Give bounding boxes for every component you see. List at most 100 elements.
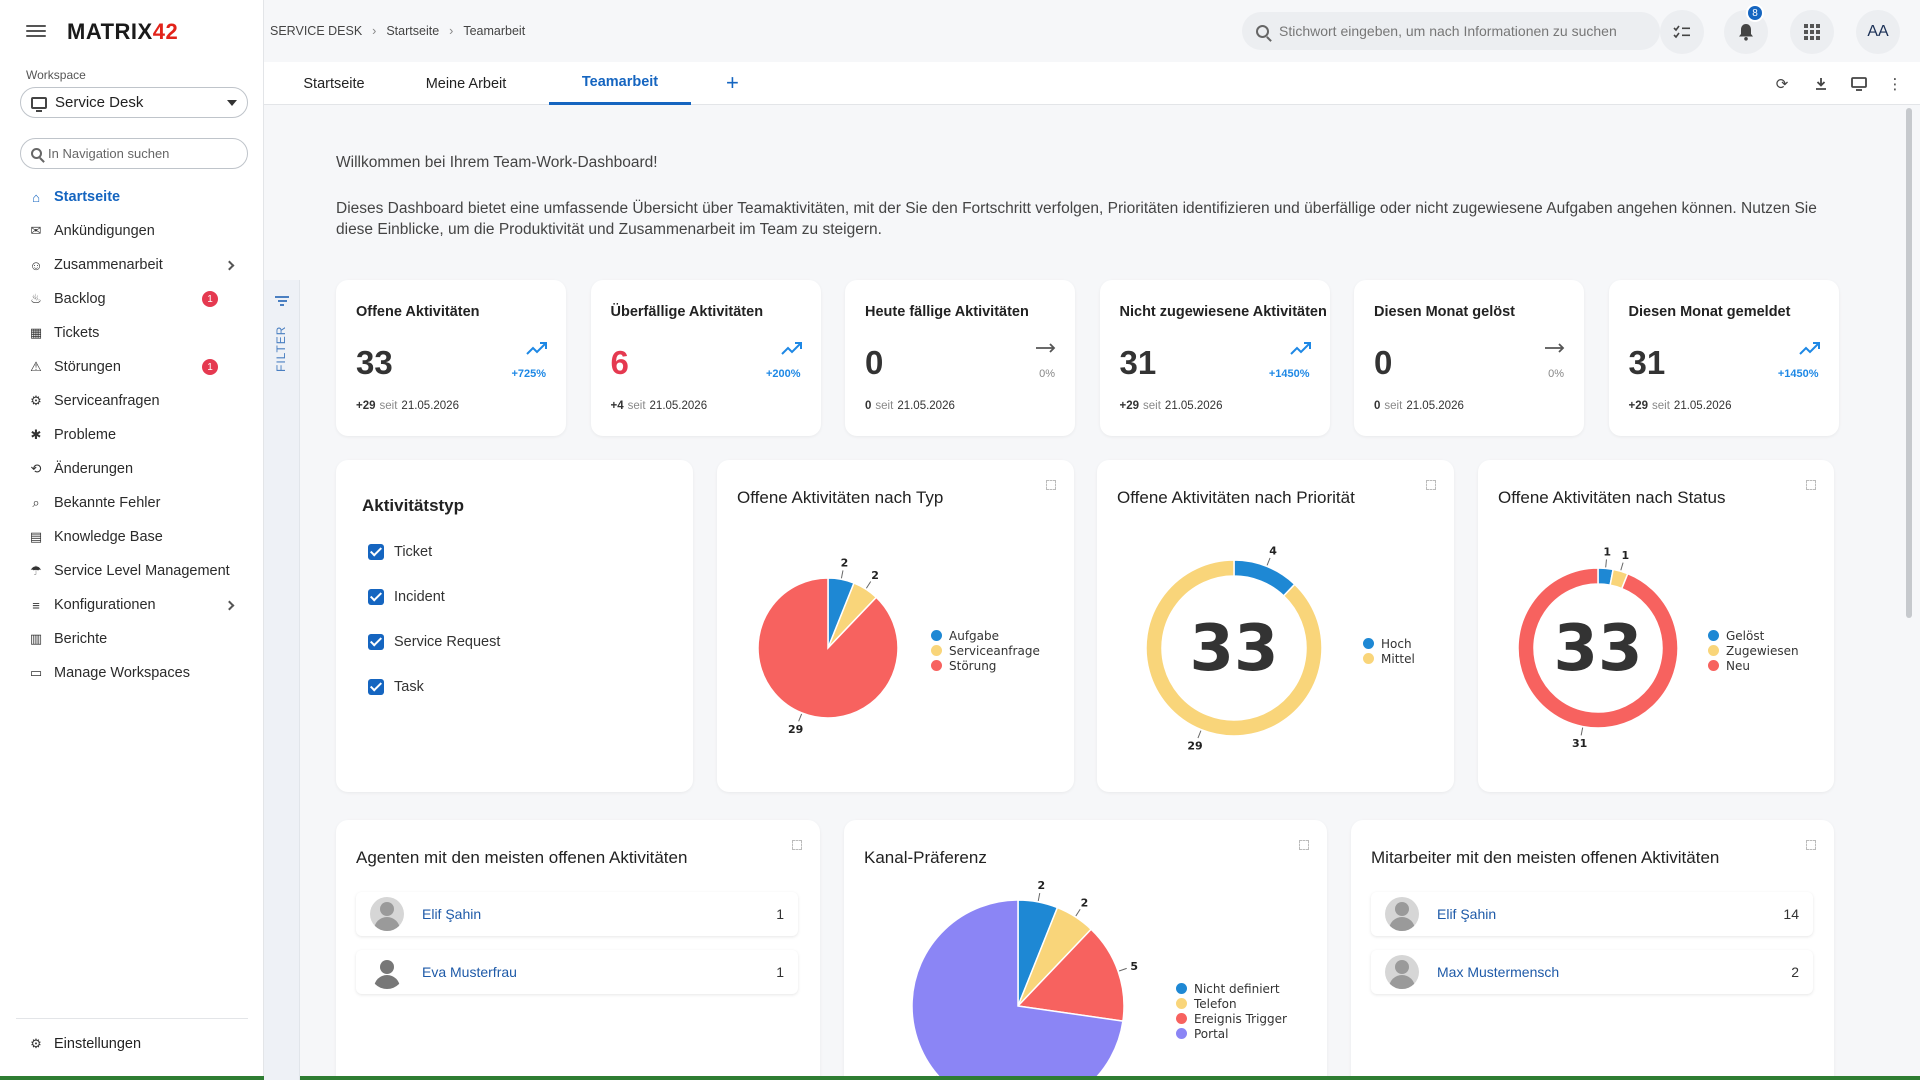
legend-entry[interactable]: Serviceanfrage bbox=[931, 643, 1040, 658]
breadcrumb-service-desk[interactable]: SERVICE DESK bbox=[270, 24, 363, 38]
person-name[interactable]: Max Mustermensch bbox=[1437, 964, 1560, 980]
legend-entry[interactable]: Neu bbox=[1708, 658, 1799, 673]
sidebar-item-probleme[interactable]: ✱ Probleme bbox=[0, 418, 264, 452]
legend-entry[interactable]: Zugewiesen bbox=[1708, 643, 1799, 658]
legend-entry[interactable]: Gelöst bbox=[1708, 628, 1799, 643]
refresh-icon[interactable]: ⟳ bbox=[1775, 76, 1789, 93]
legend-entry[interactable]: Störung bbox=[931, 658, 1040, 673]
legend-entry[interactable]: Aufgabe bbox=[931, 628, 1040, 643]
filter-option-label: Ticket bbox=[394, 544, 433, 560]
sidebar-item-serviceanfragen[interactable]: ⚙ Serviceanfragen bbox=[0, 384, 264, 418]
chart-slice-portal[interactable] bbox=[911, 899, 1124, 1076]
sidebar-item-ankündigungen[interactable]: ✉ Ankündigungen bbox=[0, 214, 264, 248]
list-item[interactable]: Elif Şahin 14 bbox=[1371, 892, 1813, 936]
filter-option-task[interactable]: Task bbox=[368, 679, 424, 695]
trend-up-icon bbox=[1289, 340, 1311, 356]
expand-icon[interactable] bbox=[1046, 480, 1056, 490]
sidebar-item-bekannte-fehler[interactable]: ⌕ Bekannte Fehler bbox=[0, 486, 264, 520]
sidebar-item-label: Störungen bbox=[54, 359, 121, 375]
chart-slice-störung[interactable] bbox=[757, 577, 899, 719]
nav-search-placeholder: In Navigation suchen bbox=[48, 146, 170, 161]
open-count: 14 bbox=[1783, 906, 1799, 922]
main-scrollbar[interactable] bbox=[1906, 108, 1912, 618]
sidebar-item-startseite[interactable]: ⌂ Startseite bbox=[0, 180, 264, 214]
tab-teamarbeit[interactable]: Teamarbeit bbox=[549, 62, 691, 105]
expand-icon[interactable] bbox=[1806, 840, 1816, 850]
list-item[interactable]: Eva Musterfrau 1 bbox=[356, 950, 798, 994]
chart-slice-ereignis-trigger[interactable] bbox=[1016, 928, 1125, 1022]
chart-slice-hoch[interactable] bbox=[1233, 559, 1296, 597]
data-label-leader-line bbox=[1075, 908, 1081, 917]
settings-button[interactable]: ⚙ Einstellungen bbox=[28, 1036, 141, 1052]
sidebar-item-zusammenarbeit[interactable]: ☺ Zusammenarbeit bbox=[0, 248, 264, 282]
more-vertical-icon[interactable]: ⋮ bbox=[1887, 76, 1903, 93]
donut-chart-by-priority: 4 29 33 bbox=[1145, 545, 1323, 752]
user-avatar[interactable]: AA bbox=[1856, 10, 1900, 54]
avatar bbox=[1385, 897, 1419, 931]
legend-label: Gelöst bbox=[1726, 628, 1765, 643]
kpi-footer: +4 seit 21.05.2026 bbox=[611, 400, 708, 412]
tasks-button[interactable] bbox=[1660, 10, 1704, 54]
notification-count-badge: 8 bbox=[1746, 4, 1764, 22]
breadcrumb-separator-icon: › bbox=[372, 24, 377, 38]
dashboard-main: Willkommen bei Ihrem Team-Work-Dashboard… bbox=[300, 106, 1910, 1076]
sidebar-item-tickets[interactable]: ▦ Tickets bbox=[0, 316, 264, 350]
hamburger-menu-icon[interactable] bbox=[26, 22, 46, 40]
filter-panel-toggle[interactable]: FILTER bbox=[264, 280, 300, 1080]
sidebar-item-konfigurationen[interactable]: ≡ Konfigurationen bbox=[0, 588, 264, 622]
trend-up-icon bbox=[526, 340, 547, 356]
kpi-delta: +4 bbox=[610, 400, 624, 412]
legend-entry[interactable]: Mittel bbox=[1363, 651, 1415, 666]
legend-entry[interactable]: Nicht definiert bbox=[1176, 981, 1287, 996]
filter-option-ticket[interactable]: Ticket bbox=[368, 544, 432, 560]
kpi-card[interactable]: Nicht zugewiesene Aktivitäten 31 +1450% +29… bbox=[1099, 280, 1330, 436]
chart-slice-neu[interactable] bbox=[1517, 567, 1679, 729]
tab-startseite[interactable]: Startseite bbox=[303, 75, 365, 92]
workspace-select[interactable]: Service Desk bbox=[20, 87, 248, 118]
nav-search-input[interactable]: In Navigation suchen bbox=[20, 138, 248, 169]
breadcrumb-startseite[interactable]: Startseite bbox=[386, 24, 440, 38]
list-item[interactable]: Elif Şahin 1 bbox=[356, 892, 798, 936]
kpi-card[interactable]: Heute fällige Aktivitäten 0 0% 0 seit 21.05.2… bbox=[845, 280, 1075, 436]
person-name[interactable]: Elif Şahin bbox=[1437, 906, 1497, 922]
tab-meine-arbeit[interactable]: Meine Arbeit bbox=[425, 75, 507, 92]
global-search-input[interactable]: Stichwort eingeben, um nach Informatione… bbox=[1242, 12, 1660, 50]
person-name[interactable]: Eva Musterfrau bbox=[422, 964, 517, 980]
sidebar-item-manage-workspaces[interactable]: ▭ Manage Workspaces bbox=[0, 656, 264, 690]
filter-option-service-request[interactable]: Service Request bbox=[368, 634, 500, 650]
kpi-card[interactable]: Diesen Monat gelöst 0 0% 0 seit 21.05.2026 bbox=[1354, 280, 1584, 436]
notifications-button[interactable]: 8 bbox=[1724, 4, 1768, 54]
kpi-card[interactable]: Offene Aktivitäten 33 +725% +29 seit 21.05.20… bbox=[336, 280, 566, 436]
donut-chart-by-status: 1 1 31 33 bbox=[1517, 545, 1679, 750]
sidebar-item-backlog[interactable]: ♨ Backlog 1 bbox=[0, 282, 264, 316]
kpi-footer: +29 seit 21.05.2026 bbox=[1120, 400, 1223, 412]
kpi-card[interactable]: Diesen Monat gemeldet 31 +1450% +29 seit 21.0… bbox=[1608, 280, 1839, 436]
legend-entry[interactable]: Portal bbox=[1176, 1026, 1287, 1041]
donut-center-value: 33 bbox=[1553, 612, 1642, 686]
sidebar-item-label: Serviceanfragen bbox=[54, 393, 160, 409]
add-tab-icon[interactable]: + bbox=[726, 70, 739, 95]
filter-option-incident[interactable]: Incident bbox=[368, 589, 445, 605]
legend-entry[interactable]: Telefon bbox=[1176, 996, 1287, 1011]
trend-flat-icon bbox=[1544, 340, 1565, 356]
chart-slice-mittel[interactable] bbox=[1145, 559, 1323, 737]
expand-icon[interactable] bbox=[1806, 480, 1816, 490]
expand-icon[interactable] bbox=[792, 840, 802, 850]
apps-button[interactable] bbox=[1790, 10, 1834, 54]
presentation-icon[interactable] bbox=[1848, 74, 1870, 94]
expand-icon[interactable] bbox=[1299, 840, 1309, 850]
sidebar-item-änderungen[interactable]: ⟲ Änderungen bbox=[0, 452, 264, 486]
kpi-card[interactable]: Überfällige Aktivitäten 6 +200% +4 seit 21.05… bbox=[590, 280, 821, 436]
sidebar-item-berichte[interactable]: ▥ Berichte bbox=[0, 622, 264, 656]
download-icon[interactable] bbox=[1810, 74, 1832, 94]
list-item[interactable]: Max Mustermensch 2 bbox=[1371, 950, 1813, 994]
legend-entry[interactable]: Ereignis Trigger bbox=[1176, 1011, 1287, 1026]
person-name[interactable]: Elif Şahin bbox=[422, 906, 482, 922]
data-label: 2 bbox=[1081, 897, 1089, 910]
sidebar-item-service-level-management[interactable]: ☂ Service Level Management bbox=[0, 554, 264, 588]
legend-entry[interactable]: Hoch bbox=[1363, 636, 1415, 651]
sidebar-item-störungen[interactable]: ⚠ Störungen 1 bbox=[0, 350, 264, 384]
sidebar-item-knowledge-base[interactable]: ▤ Knowledge Base bbox=[0, 520, 264, 554]
sidebar-item-label: Probleme bbox=[54, 427, 117, 443]
expand-icon[interactable] bbox=[1426, 480, 1436, 490]
